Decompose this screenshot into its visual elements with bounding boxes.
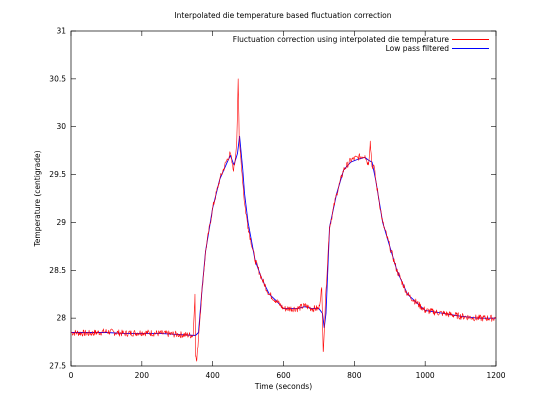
y-tick-label: 28 xyxy=(56,314,66,323)
series-line-filtered xyxy=(71,135,496,336)
legend-label-filtered: Low pass filtered xyxy=(386,44,450,53)
y-tick-label: 30.5 xyxy=(49,74,66,83)
x-tick-label: 1000 xyxy=(416,371,435,380)
chart-title: Interpolated die temperature based fluct… xyxy=(174,11,391,20)
legend-label-raw: Fluctuation correction using interpolate… xyxy=(233,35,450,44)
y-tick-label: 27.5 xyxy=(49,362,66,371)
x-tick-label: 800 xyxy=(347,371,362,380)
x-tick-label: 600 xyxy=(276,371,291,380)
x-tick-label: 200 xyxy=(135,371,150,380)
y-tick-label: 30 xyxy=(56,122,66,131)
y-tick-label: 29.5 xyxy=(49,170,66,179)
y-tick-label: 29 xyxy=(56,218,66,227)
series-line-raw xyxy=(70,78,497,362)
y-tick-label: 28.5 xyxy=(49,266,66,275)
y-tick-label: 31 xyxy=(56,27,66,36)
x-tick-label: 0 xyxy=(69,371,74,380)
x-axis-label: Time (seconds) xyxy=(254,382,312,391)
plot-frame xyxy=(70,30,497,367)
x-tick-label: 400 xyxy=(206,371,221,380)
x-tick-label: 1200 xyxy=(486,371,505,380)
y-axis-label: Temperature (centigrade) xyxy=(33,150,42,247)
series-group xyxy=(70,78,497,362)
legend: Fluctuation correction using interpolate… xyxy=(233,35,489,53)
axis-ticks: 0 200 400 600 800 1000 1200 27.5 28 28.5 29 29.5 30 3… xyxy=(49,27,505,381)
